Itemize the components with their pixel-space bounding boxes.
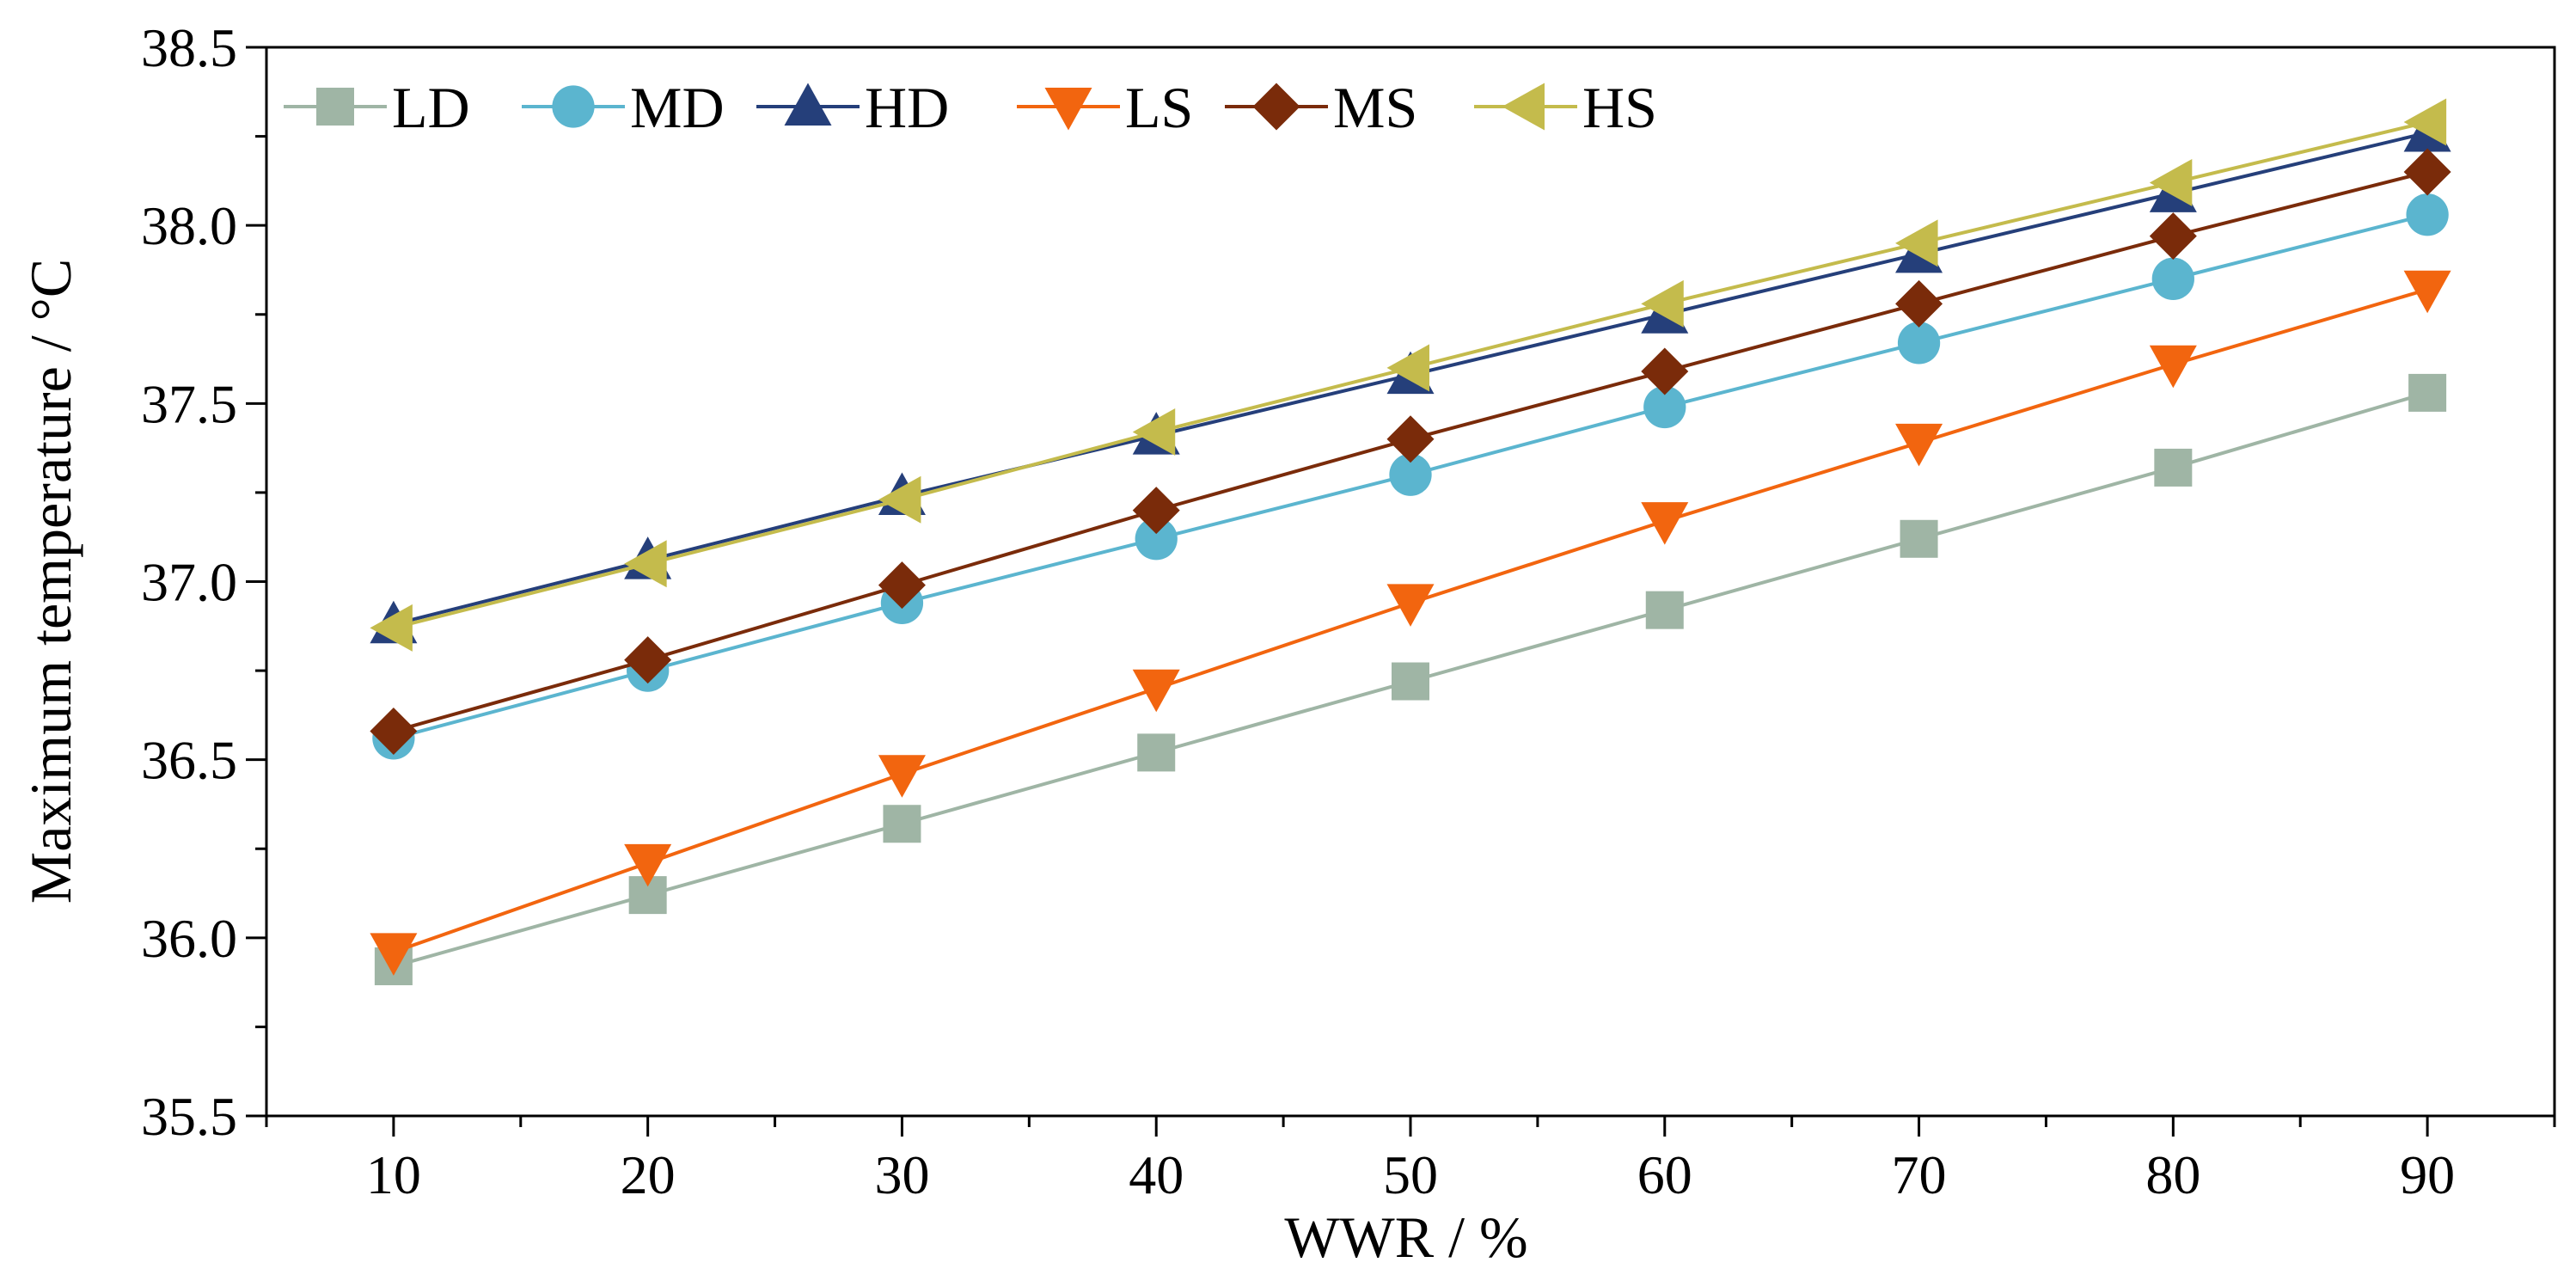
- legend: LD MD HD LS MS HS: [284, 75, 1657, 140]
- data-point-hs: [1386, 344, 1429, 392]
- data-point-ld: [2408, 373, 2447, 412]
- legend-label: LD: [392, 75, 470, 140]
- x-tick-label: 80: [2145, 1144, 2200, 1205]
- legend-item-hd: HD: [756, 75, 949, 140]
- data-point-ms: [624, 636, 672, 684]
- data-point-hs: [624, 540, 667, 588]
- data-point-md: [2151, 257, 2194, 300]
- data-point-ms: [1386, 415, 1435, 463]
- legend-marker: [784, 83, 832, 126]
- data-point-ld: [2154, 448, 2193, 487]
- data-point-ld: [883, 805, 921, 843]
- y-tick-label: 35.5: [141, 1086, 237, 1147]
- data-point-ld: [1645, 591, 1684, 629]
- data-point-ms: [878, 561, 926, 610]
- series-hs: [370, 98, 2447, 652]
- y-tick-label: 36.5: [141, 730, 237, 791]
- legend-label: MS: [1333, 75, 1417, 140]
- legend-label: MD: [630, 75, 725, 140]
- legend-marker: [1252, 83, 1300, 131]
- legend-marker: [552, 85, 595, 128]
- data-point-ms: [1895, 279, 1943, 328]
- legend-label: HS: [1582, 75, 1657, 140]
- data-point-ms: [1132, 487, 1180, 535]
- data-point-md: [2406, 193, 2449, 236]
- series-layer: [370, 98, 2451, 985]
- axes-ticks: 10 20 30 40 50 60 70 80 90 35.5 36.0 36.5 37.0 37.5 38…: [141, 17, 2556, 1205]
- x-tick-label: 30: [874, 1144, 929, 1205]
- data-point-ls: [2403, 270, 2451, 314]
- data-point-ls: [1895, 423, 1943, 467]
- data-point-hs: [1641, 279, 1684, 328]
- legend-item-ms: MS: [1225, 75, 1417, 140]
- y-tick-label: 38.0: [141, 195, 237, 256]
- x-tick-label: 50: [1383, 1144, 1438, 1205]
- data-point-ld: [1900, 519, 1938, 558]
- data-point-md: [1897, 322, 1941, 365]
- data-point-ls: [370, 933, 418, 976]
- data-point-hs: [1132, 408, 1176, 456]
- x-tick-label: 60: [1637, 1144, 1692, 1205]
- legend-item-hs: HS: [1474, 75, 1657, 140]
- legend-item-md: MD: [522, 75, 725, 140]
- data-point-ms: [2149, 212, 2197, 260]
- data-point-ls: [1641, 502, 1689, 545]
- data-point-ms: [2403, 148, 2451, 196]
- x-tick-label: 20: [621, 1144, 676, 1205]
- data-point-ls: [624, 843, 672, 887]
- data-point-md: [1389, 453, 1432, 496]
- y-tick-label: 38.5: [141, 17, 237, 78]
- x-tick-label: 90: [2400, 1144, 2455, 1205]
- legend-label: LS: [1125, 75, 1193, 140]
- data-point-hs: [2149, 158, 2193, 206]
- data-point-ms: [1641, 347, 1689, 395]
- series-ls: [370, 270, 2451, 976]
- legend-marker: [316, 88, 354, 126]
- legend-item-ls: LS: [1017, 75, 1193, 140]
- x-tick-label: 70: [1892, 1144, 1947, 1205]
- legend-item-ld: LD: [284, 75, 470, 140]
- y-tick-label: 37.0: [141, 552, 237, 613]
- legend-label: HD: [865, 75, 949, 140]
- data-point-ls: [1386, 584, 1435, 627]
- data-point-hs: [370, 604, 413, 652]
- data-point-ms: [370, 708, 418, 756]
- series-ld: [374, 373, 2447, 985]
- y-axis-title: Maximum temperature / °C: [18, 259, 83, 904]
- y-tick-label: 37.5: [141, 373, 237, 434]
- data-point-hs: [2403, 98, 2447, 146]
- x-tick-label: 40: [1129, 1144, 1184, 1205]
- x-axis-title: WWR / %: [1284, 1204, 1527, 1270]
- legend-marker: [1044, 88, 1092, 131]
- data-point-md: [1135, 518, 1178, 561]
- plot-frame: [265, 46, 2556, 1118]
- data-point-ld: [1137, 733, 1176, 772]
- data-point-hs: [1895, 219, 1938, 267]
- legend-marker: [1502, 83, 1545, 131]
- data-point-ld: [1392, 662, 1429, 701]
- series-ms: [370, 148, 2451, 756]
- data-point-hs: [878, 475, 921, 524]
- data-point-md: [1643, 385, 1686, 429]
- data-point-ls: [2149, 345, 2197, 389]
- data-point-ls: [1132, 669, 1180, 713]
- y-tick-label: 36.0: [141, 908, 237, 969]
- data-point-ls: [878, 755, 926, 798]
- x-tick-label: 10: [366, 1144, 421, 1205]
